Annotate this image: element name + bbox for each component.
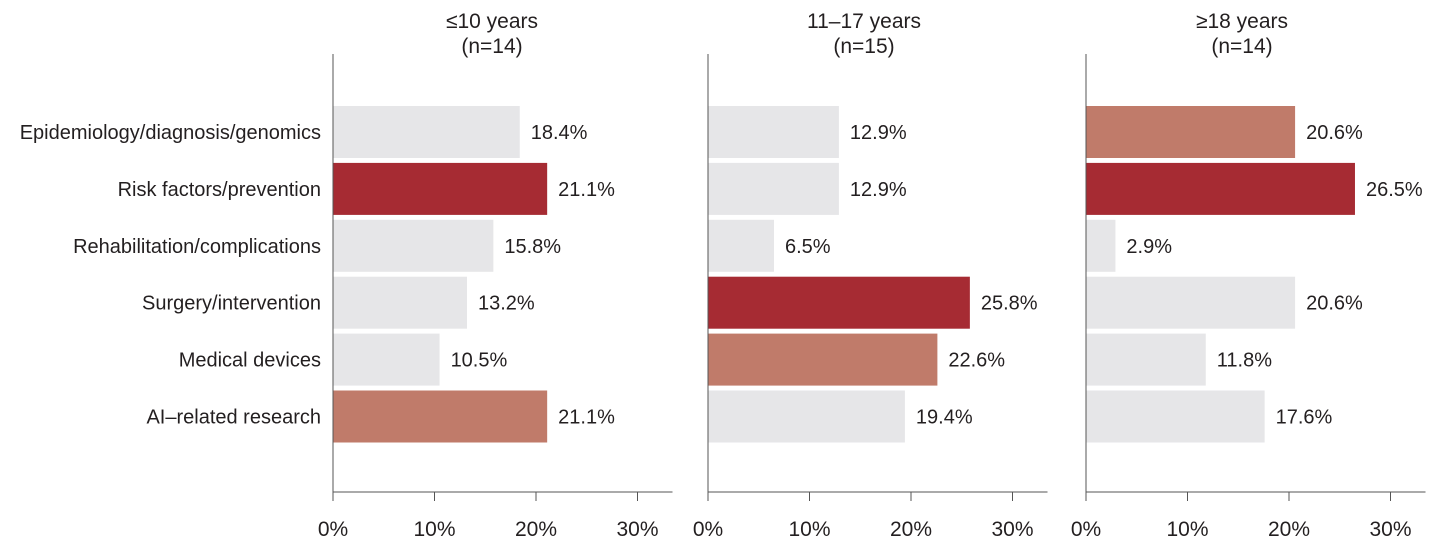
data-label: 21.1% bbox=[558, 407, 615, 429]
bar bbox=[333, 162, 548, 215]
bar bbox=[1086, 219, 1116, 272]
x-tick-label: 30% bbox=[991, 518, 1033, 541]
data-label: 12.9% bbox=[850, 122, 907, 144]
panel-title: ≥18 years bbox=[1196, 10, 1288, 33]
data-label: 10.5% bbox=[451, 350, 508, 372]
bar bbox=[1086, 162, 1355, 215]
bar bbox=[708, 333, 938, 386]
bar bbox=[1086, 276, 1296, 329]
data-label: 12.9% bbox=[850, 179, 907, 201]
bar bbox=[333, 219, 494, 272]
x-tick-label: 10% bbox=[1166, 518, 1208, 541]
data-label: 15.8% bbox=[504, 236, 561, 258]
data-label: 6.5% bbox=[785, 236, 831, 258]
x-tick-label: 20% bbox=[515, 518, 557, 541]
panel-subtitle: (n=14) bbox=[1211, 35, 1272, 58]
x-tick-label: 30% bbox=[616, 518, 658, 541]
x-tick-label: 20% bbox=[1268, 518, 1310, 541]
x-tick-label: 10% bbox=[413, 518, 455, 541]
x-tick-label: 0% bbox=[693, 518, 723, 541]
panel-subtitle: (n=15) bbox=[833, 35, 894, 58]
bar bbox=[1086, 333, 1206, 386]
data-label: 13.2% bbox=[478, 293, 535, 315]
data-label: 20.6% bbox=[1306, 122, 1363, 144]
data-label: 11.8% bbox=[1217, 350, 1272, 372]
data-label: 26.5% bbox=[1366, 179, 1423, 201]
category-label: Surgery/intervention bbox=[142, 293, 321, 315]
panel-title: ≤10 years bbox=[446, 10, 538, 33]
bar bbox=[333, 106, 520, 158]
category-label: Risk factors/prevention bbox=[118, 179, 321, 201]
data-label: 18.4% bbox=[531, 122, 588, 144]
data-label: 21.1% bbox=[558, 179, 615, 201]
bar bbox=[708, 276, 970, 329]
category-label: AI–related research bbox=[146, 407, 321, 429]
bar bbox=[333, 333, 440, 386]
x-tick-label: 30% bbox=[1369, 518, 1411, 541]
category-label: Epidemiology/diagnosis/genomics bbox=[20, 122, 321, 144]
x-tick-label: 0% bbox=[318, 518, 348, 541]
panel-age-11-to-17: 11–17 years (n=15) 12.9% 12.9% 6.5% 25.8% 22… bbox=[693, 10, 1048, 541]
bar bbox=[708, 219, 774, 272]
bar bbox=[333, 390, 548, 443]
data-label: 20.6% bbox=[1306, 293, 1363, 315]
data-label: 2.9% bbox=[1126, 236, 1172, 258]
panel-age-18-or-more: ≥18 years (n=14) 20.6% 26.5% 2.9% 20.6% 11.8… bbox=[1071, 10, 1426, 541]
category-label: Rehabilitation/complications bbox=[73, 236, 321, 258]
data-label: 25.8% bbox=[981, 293, 1038, 315]
category-labels: Epidemiology/diagnosis/genomics Risk fact… bbox=[20, 122, 321, 429]
panel-subtitle: (n=14) bbox=[461, 35, 522, 58]
x-tick-label: 0% bbox=[1071, 518, 1101, 541]
bar bbox=[1086, 390, 1265, 443]
bar bbox=[1086, 106, 1296, 158]
x-tick-label: 10% bbox=[788, 518, 830, 541]
category-label: Medical devices bbox=[179, 350, 321, 372]
panel-title: 11–17 years bbox=[807, 10, 921, 33]
panel-age-10-or-less: ≤10 years (n=14) 18.4% 21.1% 15.8% 13.2% 10.… bbox=[318, 10, 673, 541]
bar bbox=[708, 162, 839, 215]
data-label: 22.6% bbox=[948, 350, 1005, 372]
x-tick-label: 20% bbox=[890, 518, 932, 541]
bar bbox=[708, 390, 905, 443]
data-label: 19.4% bbox=[916, 407, 973, 429]
bar bbox=[708, 106, 839, 158]
data-label: 17.6% bbox=[1276, 407, 1333, 429]
bar bbox=[333, 276, 467, 329]
